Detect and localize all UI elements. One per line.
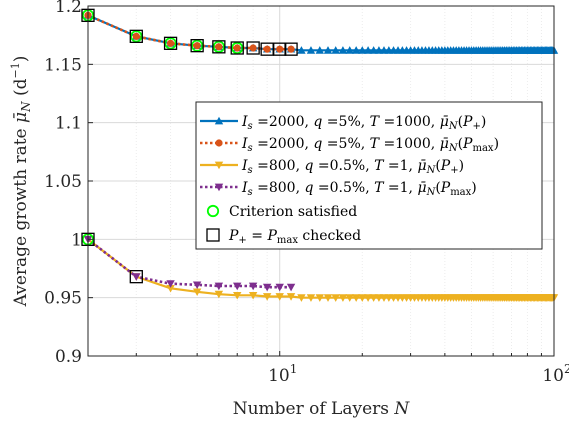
- data-point: [297, 46, 306, 54]
- data-point: [351, 294, 361, 302]
- legend-box: [195, 101, 543, 250]
- series-1: [83, 11, 559, 54]
- legend-swatch-checked: [206, 228, 220, 242]
- data-point: [275, 293, 284, 301]
- data-point: [323, 46, 333, 54]
- checked-marker: [129, 270, 143, 284]
- legend-label-series-3: Is =800, q =0.5%, T =1, μ̄N(P+): [241, 158, 464, 176]
- data-point: [351, 46, 361, 54]
- data-point: [249, 44, 257, 52]
- criterion-satisfied-marker: [212, 40, 225, 53]
- data-point: [331, 294, 340, 302]
- checked-marker: [129, 29, 143, 43]
- data-point: [276, 45, 284, 53]
- data-point: [262, 293, 272, 301]
- data-point: [338, 46, 348, 54]
- data-point: [166, 280, 175, 288]
- data-point: [248, 282, 258, 291]
- data-point: [369, 46, 378, 54]
- y-tick-label: 1: [71, 230, 82, 250]
- data-point: [287, 45, 295, 53]
- x-axis-label: Number of Layers N: [233, 399, 411, 419]
- data-point: [166, 39, 175, 47]
- data-point: [345, 294, 354, 302]
- x-tick-label: 101: [268, 362, 297, 386]
- legend-swatch-marker: [214, 116, 224, 125]
- series-3: [83, 235, 559, 302]
- criterion-satisfied-marker: [164, 37, 177, 50]
- legend-swatch-marker: [214, 183, 224, 192]
- data-point: [215, 43, 223, 51]
- legend-swatch-marker: [214, 161, 224, 170]
- y-tick-label: 1.15: [44, 55, 82, 75]
- data-point: [306, 46, 316, 54]
- legend-label-series-1: Is =2000, q =5%, T =1000, μ̄N(P+): [241, 114, 486, 132]
- data-point: [286, 283, 296, 292]
- data-point: [262, 283, 272, 292]
- criterion-satisfied-marker: [130, 30, 143, 43]
- axis-ticks: 0.9 0.95 1 1.05 1.1 1.15 1.2 101 102: [44, 0, 569, 386]
- y-tick-label: 1.1: [55, 114, 82, 134]
- criterion-satisfied-marker: [231, 41, 244, 55]
- legend-swatch-criterion: [206, 204, 220, 218]
- data-point: [286, 293, 296, 301]
- data-point: [358, 46, 367, 54]
- y-tick-label: 1.05: [44, 172, 82, 192]
- data-point: [297, 294, 306, 302]
- checked-marker: [163, 36, 178, 50]
- legend-label-series-4: Is =800, q =0.5%, T =1, μ̄N(Pmax): [241, 180, 477, 198]
- data-point: [233, 44, 241, 52]
- marker-overlays: [81, 8, 298, 284]
- data-point: [358, 294, 367, 302]
- data-point: [192, 288, 202, 297]
- data-point: [363, 294, 373, 302]
- legend-label-criterion: Criterion satisfied: [229, 204, 357, 220]
- checked-marker: [212, 40, 226, 54]
- data-point: [338, 294, 348, 302]
- y-tick-label: 1.2: [55, 0, 82, 17]
- checked-marker: [230, 41, 244, 55]
- checked-marker: [246, 41, 260, 55]
- data-point: [233, 282, 242, 291]
- series-layer: [83, 11, 559, 302]
- data-point: [323, 294, 333, 302]
- data-point: [248, 291, 258, 300]
- data-point: [345, 46, 354, 54]
- data-point: [363, 46, 373, 54]
- data-point: [331, 46, 340, 54]
- y-tick-label: 0.9: [55, 347, 82, 367]
- criterion-satisfied-marker: [191, 39, 204, 52]
- legend-label-checked: P+ = Pmax checked: [228, 228, 361, 246]
- data-point: [369, 294, 378, 302]
- data-point: [192, 281, 202, 290]
- data-point: [214, 282, 224, 291]
- data-point: [132, 273, 141, 281]
- x-tick-label: 102: [542, 362, 569, 386]
- data-point: [132, 32, 140, 40]
- y-tick-label: 0.95: [44, 289, 82, 309]
- data-point: [263, 45, 271, 53]
- legend: Is =2000, q =5%, T =1000, μ̄N(P+) Is =20…: [195, 101, 543, 250]
- legend-swatch-marker: [215, 139, 223, 147]
- data-point: [306, 294, 316, 302]
- checked-marker: [190, 39, 204, 53]
- data-point: [315, 46, 324, 54]
- data-point: [193, 42, 201, 50]
- data-point: [275, 283, 284, 292]
- data-point: [214, 290, 224, 299]
- y-axis-label: Average growth rate μ̄N (d−1): [9, 56, 33, 308]
- data-point: [166, 284, 175, 293]
- data-point: [233, 291, 242, 300]
- data-point: [315, 294, 324, 302]
- checked-marker: [284, 42, 298, 56]
- legend-label-series-2: Is =2000, q =5%, T =1000, μ̄N(Pmax): [241, 136, 499, 154]
